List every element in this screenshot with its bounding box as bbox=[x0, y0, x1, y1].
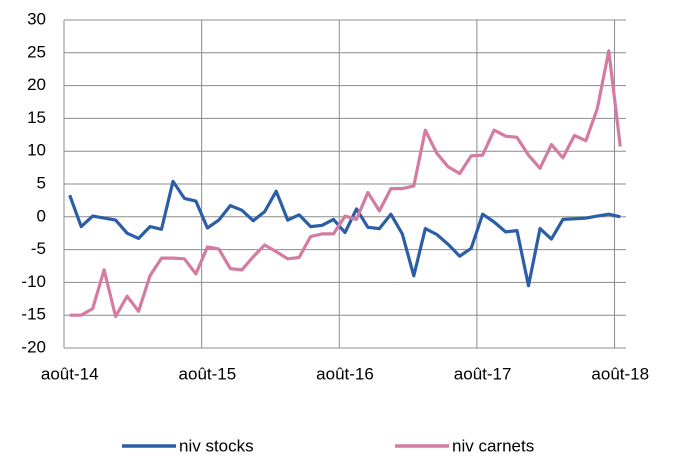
x-tick-label: août-18 bbox=[591, 364, 649, 383]
y-tick-label: -5 bbox=[31, 239, 46, 258]
x-tick-label: août-16 bbox=[316, 364, 374, 383]
y-tick-label: 0 bbox=[37, 206, 46, 225]
legend-label: niv stocks bbox=[179, 436, 254, 455]
y-tick-label: -20 bbox=[21, 337, 46, 356]
y-tick-label: 20 bbox=[27, 75, 46, 94]
y-tick-label: 30 bbox=[27, 9, 46, 28]
y-tick-label: 15 bbox=[27, 108, 46, 127]
y-tick-label: 5 bbox=[37, 173, 46, 192]
series-line bbox=[69, 49, 622, 319]
x-tick-label: août-14 bbox=[41, 364, 99, 383]
legend-label: niv carnets bbox=[452, 436, 534, 455]
x-tick-label: août-15 bbox=[179, 364, 237, 383]
y-tick-label: 25 bbox=[27, 42, 46, 61]
x-tick-label: août-17 bbox=[454, 364, 512, 383]
series-line bbox=[68, 179, 621, 288]
y-tick-label: -15 bbox=[21, 305, 46, 324]
y-tick-label: -10 bbox=[21, 272, 46, 291]
y-tick-label: 10 bbox=[27, 141, 46, 160]
